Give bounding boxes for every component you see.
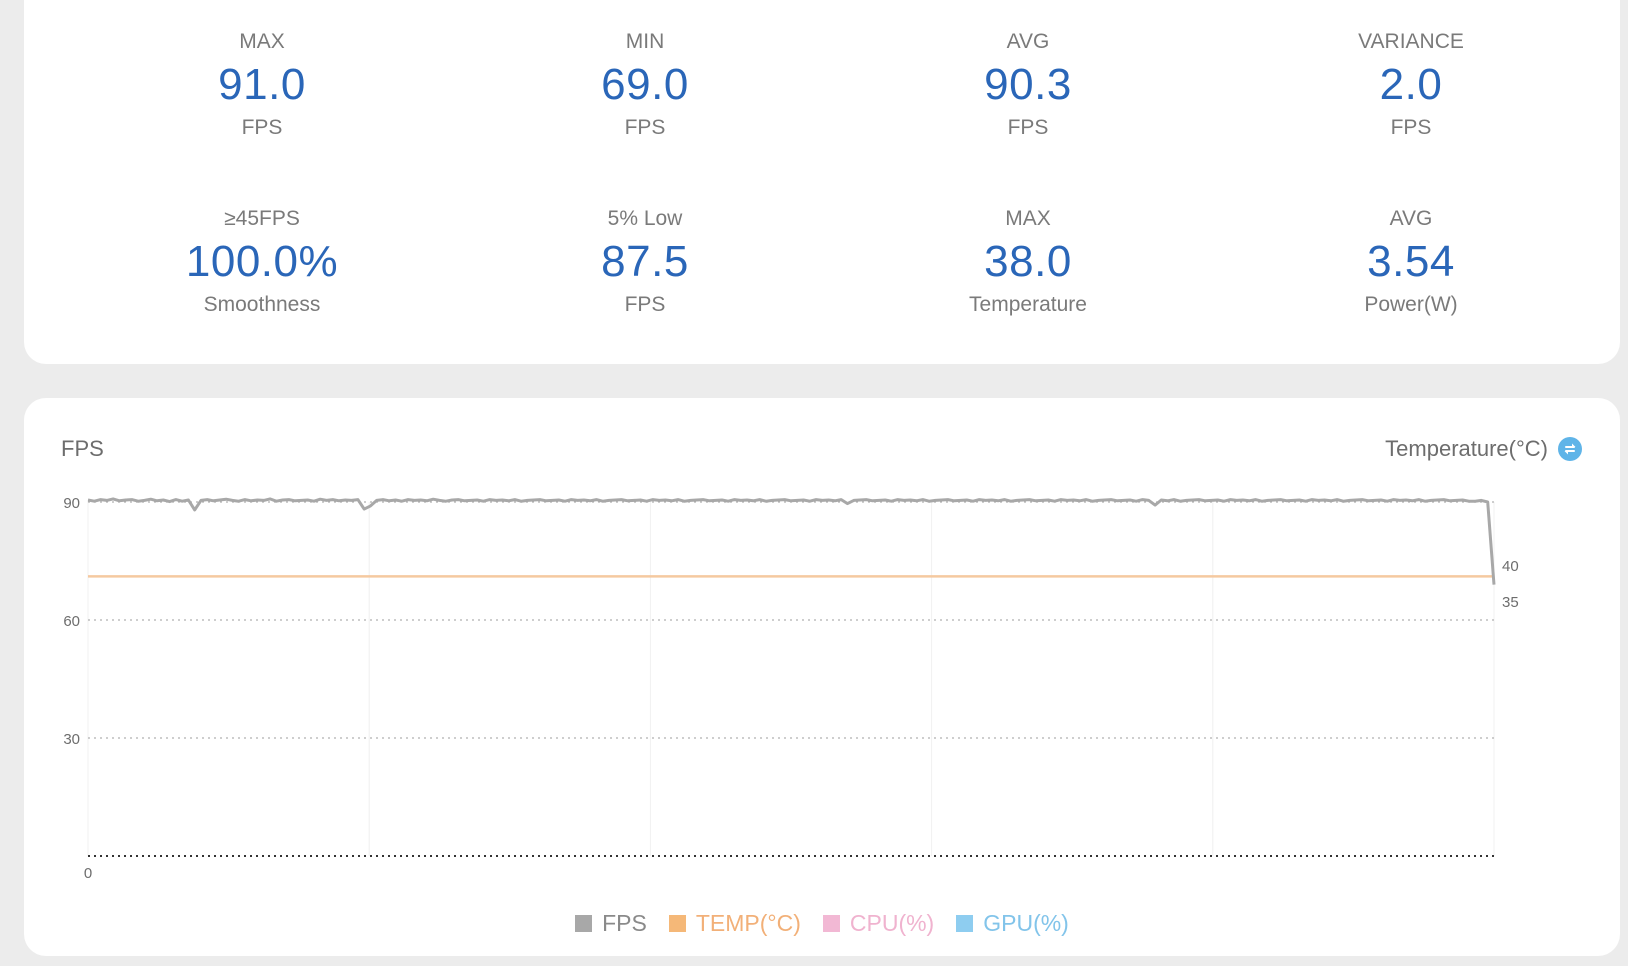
stat-unit: FPS <box>241 116 283 139</box>
stat-unit: Power(W) <box>1364 293 1458 316</box>
legend-label: FPS <box>602 910 647 936</box>
stat-value: 87.5 <box>601 237 689 286</box>
legend-label: GPU(%) <box>983 910 1069 936</box>
stat-label: MIN <box>625 30 665 53</box>
stat-avg-power: AVG 3.54 Power(W) <box>1261 206 1561 318</box>
chart-card: 0 30 60 90 35 40 FPS Temperature(°C) FPS TEMP… <box>24 398 1620 956</box>
stat-value: 91.0 <box>218 60 306 109</box>
stat-value: 3.54 <box>1367 237 1455 286</box>
stat-unit: FPS <box>624 293 666 316</box>
legend-item-temp[interactable]: TEMP(°C) <box>668 910 801 937</box>
legend-item-fps[interactable]: FPS <box>575 910 647 937</box>
chart-right-axis-title: Temperature(°C) <box>1385 436 1548 461</box>
legend-label: CPU(%) <box>849 910 935 936</box>
stat-unit: Temperature <box>969 293 1087 316</box>
y2-tick-label: 40 <box>1502 558 1519 575</box>
chart-legend: FPS TEMP(°C) CPU(%) GPU(%) <box>24 910 1620 937</box>
stat-unit: Smoothness <box>203 293 321 316</box>
stat-value: 90.3 <box>984 60 1072 109</box>
stat-value: 69.0 <box>601 60 689 109</box>
y2-tick-label: 35 <box>1502 594 1519 611</box>
stat-label: VARIANCE <box>1358 30 1464 53</box>
legend-item-cpu[interactable]: CPU(%) <box>822 910 935 937</box>
legend-swatch <box>668 915 686 932</box>
stat-label: 5% Low <box>607 207 683 230</box>
swap-icon-glyph <box>1564 443 1576 455</box>
stat-max-fps: MAX 91.0 FPS <box>112 29 412 141</box>
legend-swatch <box>822 915 840 932</box>
stat-unit: FPS <box>624 116 666 139</box>
stat-value: 2.0 <box>1379 60 1443 109</box>
fps-temperature-chart: 0 30 60 90 35 40 <box>63 495 1519 882</box>
swap-icon[interactable] <box>1558 437 1582 461</box>
stat-max-temperature: MAX 38.0 Temperature <box>878 206 1178 318</box>
stat-unit: FPS <box>1390 116 1432 139</box>
stat-label: AVG <box>1006 30 1050 53</box>
stat-min-fps: MIN 69.0 FPS <box>495 29 795 141</box>
stat-label: ≥45FPS <box>224 207 300 230</box>
legend-swatch <box>956 915 974 932</box>
legend-item-gpu[interactable]: GPU(%) <box>956 910 1069 937</box>
legend-swatch <box>575 915 593 932</box>
stat-5pct-low: 5% Low 87.5 FPS <box>495 206 795 318</box>
stat-variance-fps: VARIANCE 2.0 FPS <box>1261 29 1561 141</box>
y-tick-label: 0 <box>84 865 92 882</box>
stat-smoothness: ≥45FPS 100.0% Smoothness <box>112 206 412 318</box>
y-tick-label: 30 <box>63 731 80 748</box>
stat-avg-fps: AVG 90.3 FPS <box>878 29 1178 141</box>
stat-value: 100.0% <box>185 237 339 286</box>
stats-card: MAX 91.0 FPS MIN 69.0 FPS AVG 90.3 FPS V… <box>24 0 1620 364</box>
legend-label: TEMP(°C) <box>695 910 801 936</box>
chart-left-axis-title: FPS <box>61 436 104 461</box>
y-tick-label: 90 <box>63 495 80 512</box>
series-line-fps <box>87 497 1496 585</box>
stat-value: 38.0 <box>984 237 1072 286</box>
stat-label: MAX <box>239 30 285 53</box>
stat-label: MAX <box>1005 207 1051 230</box>
y-tick-label: 60 <box>63 613 80 630</box>
stat-unit: FPS <box>1007 116 1049 139</box>
stat-label: AVG <box>1389 207 1433 230</box>
